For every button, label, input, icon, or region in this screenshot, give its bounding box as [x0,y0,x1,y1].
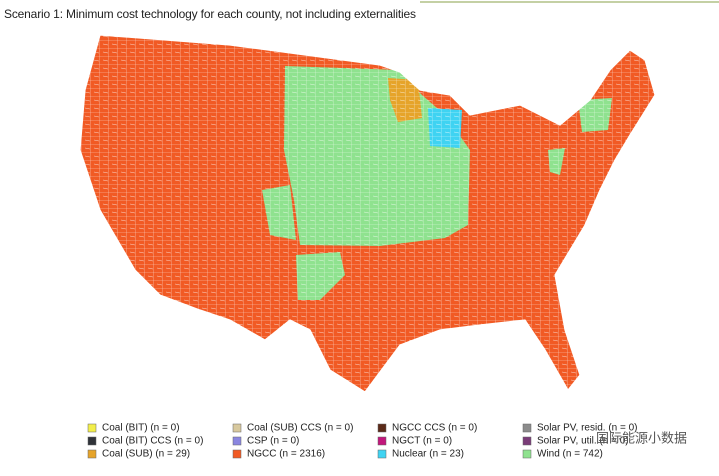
us-map [80,35,655,392]
legend: Coal (BIT) (n = 0) Coal (BIT) CCS (n = 0)… [87,423,638,460]
legend-label: Coal (SUB) CCS (n = 0) [247,423,353,434]
county-borders [80,35,655,392]
legend-swatch [377,449,387,459]
legend-swatch [87,449,97,459]
legend-label: NGCT (n = 0) [392,436,452,447]
legend-label: NGCC CCS (n = 0) [392,423,477,434]
legend-swatch [522,436,532,446]
legend-label: Wind (n = 742) [537,449,603,460]
legend-swatch [377,436,387,446]
legend-label: NGCC (n = 2316) [247,449,325,460]
legend-label: Coal (BIT) CCS (n = 0) [102,436,203,447]
legend-swatch [232,449,242,459]
legend-label: Solar PV, resid. (n = 0) [537,423,638,434]
legend-swatch [522,449,532,459]
legend-swatch [87,423,97,433]
legend-swatch [232,436,242,446]
us-outline [79,34,656,393]
legend-swatch [232,423,242,433]
legend-swatch [377,423,387,433]
legend-label: Coal (BIT) (n = 0) [102,423,180,434]
legend-swatch [522,423,532,433]
legend-label: Solar PV, util. (n = 0) [537,436,629,447]
legend-label: Nuclear (n = 23) [392,449,464,460]
legend-label: Coal (SUB) (n = 29) [102,449,190,460]
watermark: 国际能源小数据 [596,430,687,445]
map-title: Scenario 1: Minimum cost technology for … [4,7,416,21]
legend-label: CSP (n = 0) [247,436,299,447]
legend-swatch [87,436,97,446]
